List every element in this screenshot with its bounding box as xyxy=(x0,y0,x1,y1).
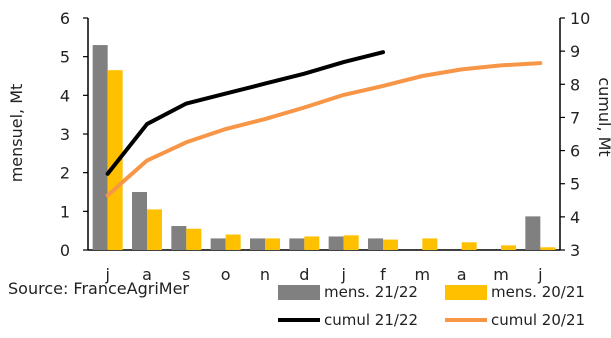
y-axis-title-left: mensuel, Mt xyxy=(7,84,26,183)
y-tick-label-left: 4 xyxy=(60,86,70,105)
x-tick-label: d xyxy=(299,265,309,284)
y-tick-label-left: 6 xyxy=(60,9,70,28)
bar-mens-21-22 xyxy=(210,238,226,250)
y-tick-label-left: 5 xyxy=(60,48,70,67)
bar-mens-21-22 xyxy=(525,216,541,250)
bar-mens-20-21 xyxy=(107,70,123,250)
x-tick-label: a xyxy=(142,265,152,284)
bar-mens-21-22 xyxy=(289,238,305,250)
x-tick-label: j xyxy=(340,265,345,284)
legend: mens. 21/22 mens. 20/21 cumul 21/22 cumul 2… xyxy=(278,283,585,329)
y-tick-label-right: 4 xyxy=(570,208,580,227)
bar-mens-20-21 xyxy=(422,238,438,250)
x-tick-label: f xyxy=(380,265,386,284)
bar-mens-20-21 xyxy=(186,228,202,250)
bar-mens-20-21 xyxy=(147,209,162,250)
bar-mens-20-21 xyxy=(461,242,477,250)
bar-mens-21-22 xyxy=(368,238,383,250)
bar-mens-21-22 xyxy=(132,192,147,250)
bar-mens-20-21 xyxy=(225,234,241,250)
bar-mens-21-22 xyxy=(92,45,108,250)
y-tick-label-left: 2 xyxy=(60,164,70,183)
y-tick-label-right: 9 xyxy=(570,42,580,61)
x-tick-label: a xyxy=(457,265,467,284)
legend-swatch xyxy=(278,285,320,300)
bar-mens-20-21 xyxy=(265,238,280,250)
bar-mens-20-21 xyxy=(343,235,359,250)
legend-label: cumul 20/21 xyxy=(491,311,585,329)
bar-mens-20-21 xyxy=(540,247,556,250)
legend-label: mens. 21/22 xyxy=(324,283,418,301)
bar-mens-21-22 xyxy=(171,226,187,250)
y-tick-label-right: 10 xyxy=(570,9,590,28)
y-tick-label-right: 3 xyxy=(570,241,580,260)
y-tick-label-right: 6 xyxy=(570,142,580,161)
bar-mens-20-21 xyxy=(304,236,320,250)
x-tick-label: n xyxy=(260,265,270,284)
legend-swatch xyxy=(445,285,487,300)
y-tick-label-left: 0 xyxy=(60,241,70,260)
lines xyxy=(105,50,543,198)
x-tick-label: m xyxy=(415,265,431,284)
source-note: Source: FranceAgriMer xyxy=(8,279,189,298)
y-axis-title-right: cumul, Mt xyxy=(595,77,611,156)
bar-mens-20-21 xyxy=(501,245,516,250)
line-cumul-21-22 xyxy=(105,50,385,176)
y-tick-label-left: 1 xyxy=(60,202,70,221)
y-tick-label-right: 8 xyxy=(570,75,580,94)
y-tick-label-right: 5 xyxy=(570,175,580,194)
legend-label: cumul 21/22 xyxy=(324,311,418,329)
x-tick-label: o xyxy=(221,265,231,284)
line-cumul-20-21 xyxy=(105,61,543,198)
bar-mens-21-22 xyxy=(328,236,344,250)
legend-label: mens. 20/21 xyxy=(491,283,585,301)
bar-mens-20-21 xyxy=(383,239,398,250)
x-tick-label: m xyxy=(493,265,509,284)
x-tick-label: j xyxy=(104,265,109,284)
bar-mens-21-22 xyxy=(250,238,265,250)
x-tick-label: s xyxy=(182,265,190,284)
axes: 0 1 2 3 4 5 6 3 4 5 6 7 8 9 10 j a s o n d j f m a m j xyxy=(60,9,591,284)
bars xyxy=(92,45,556,250)
y-tick-label-right: 7 xyxy=(570,108,580,127)
x-tick-label: j xyxy=(537,265,542,284)
y-tick-label-left: 3 xyxy=(60,125,70,144)
